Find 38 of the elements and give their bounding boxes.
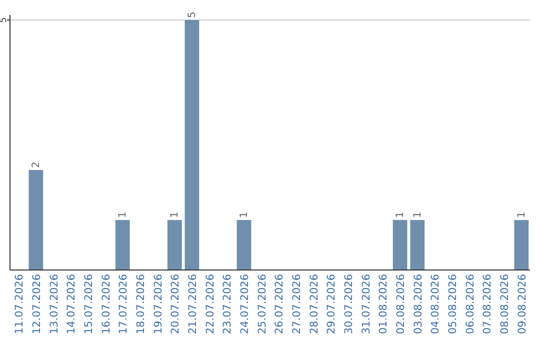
- x-tick-label: 03.08.2026: [412, 274, 424, 334]
- x-tick-label: 09.08.2026: [516, 274, 528, 334]
- x-tick-label: 16.07.2026: [100, 274, 112, 334]
- x-tick-label: 18.07.2026: [134, 274, 147, 334]
- data-label: 1: [238, 212, 250, 218]
- x-tick-label: 14.07.2026: [66, 274, 78, 334]
- x-tick-label: 01.08.2026: [378, 274, 390, 334]
- x-tick-label: 25.07.2026: [256, 274, 268, 334]
- x-tick-label: 27.07.2026: [291, 274, 304, 334]
- x-tick-label: 17.07.2026: [118, 274, 130, 334]
- x-tick-label: 11.07.2026: [14, 274, 26, 334]
- x-tick-label: 31.07.2026: [360, 274, 372, 334]
- x-tick-label: 20.07.2026: [170, 274, 182, 334]
- data-label: 1: [170, 212, 181, 218]
- x-tick-label: 19.07.2026: [152, 274, 164, 334]
- data-label: 1: [395, 212, 406, 218]
- x-tick-label: 21.07.2026: [186, 274, 199, 334]
- x-tick-label: 22.07.2026: [204, 274, 216, 334]
- x-tick-label: 02.08.2026: [395, 274, 408, 334]
- x-tick-label: 24.07.2026: [238, 274, 251, 334]
- data-label: 5: [186, 12, 198, 18]
- x-tick-label: 15.07.2026: [82, 274, 95, 334]
- data-label: 2: [30, 162, 42, 168]
- x-tick-label: 07.08.2026: [482, 274, 494, 334]
- x-tick-label: 13.07.2026: [48, 274, 60, 334]
- x-tick-label: 23.07.2026: [222, 274, 234, 334]
- x-tick-label: 12.07.2026: [30, 274, 43, 334]
- x-tick-label: 26.07.2026: [274, 274, 286, 334]
- x-tick-label: 04.08.2026: [430, 274, 442, 334]
- x-tick-label: 28.07.2026: [308, 274, 320, 334]
- x-tick-label: 30.07.2026: [343, 274, 356, 334]
- data-label: 1: [516, 212, 528, 218]
- x-tick-label: 05.08.2026: [447, 274, 460, 334]
- data-label: 1: [118, 212, 129, 218]
- x-tick-label: 06.08.2026: [464, 274, 476, 334]
- data-label: 1: [412, 212, 424, 218]
- x-tick-label: 08.08.2026: [499, 274, 512, 334]
- x-tick-label: 29.07.2026: [326, 274, 338, 334]
